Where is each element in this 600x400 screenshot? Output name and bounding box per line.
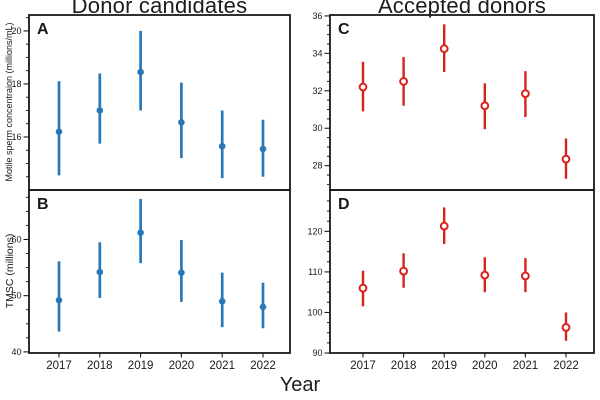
x-tick-label: 2022 bbox=[250, 360, 276, 372]
data-point bbox=[259, 145, 267, 153]
panel-letter-A: A bbox=[37, 21, 49, 38]
y-tick-label: 30 bbox=[312, 123, 322, 133]
y-tick-label: 34 bbox=[312, 48, 322, 58]
data-point bbox=[399, 266, 409, 276]
data-point bbox=[259, 303, 267, 311]
column-title-donor-candidates: Donor candidates bbox=[71, 0, 248, 18]
data-point bbox=[178, 269, 185, 276]
y-axis-label-tmsc: TMSC (millions) bbox=[4, 233, 16, 309]
y-tick-label: 100 bbox=[307, 307, 322, 317]
data-point bbox=[439, 221, 449, 231]
x-tick-label: 2021 bbox=[209, 360, 235, 372]
x-tick-label: 2022 bbox=[553, 360, 579, 372]
data-point bbox=[137, 68, 144, 76]
y-tick-label: 90 bbox=[312, 348, 322, 358]
y-tick-label: 28 bbox=[312, 161, 322, 171]
y-tick-label: 40 bbox=[11, 347, 21, 357]
x-tick-label: 2018 bbox=[391, 360, 417, 372]
data-point bbox=[439, 44, 449, 54]
y-tick-label: 18 bbox=[11, 79, 21, 89]
y-tick-label: 60 bbox=[11, 234, 21, 244]
y-tick-label: 50 bbox=[11, 291, 21, 301]
data-point bbox=[178, 119, 185, 126]
x-tick-label: 2019 bbox=[128, 360, 154, 372]
x-tick-label: 2020 bbox=[472, 360, 498, 372]
data-point bbox=[561, 154, 571, 164]
column-title-accepted-donors: Accepted donors bbox=[377, 0, 547, 18]
x-axis-label-year: Year bbox=[279, 374, 321, 396]
x-tick-label: 2020 bbox=[169, 360, 195, 372]
x-tick-label: 2019 bbox=[431, 360, 457, 372]
data-point bbox=[521, 271, 530, 281]
y-tick-label: 120 bbox=[307, 226, 322, 236]
data-point bbox=[218, 142, 226, 150]
y-tick-label: 36 bbox=[312, 11, 322, 21]
y-tick-label: 16 bbox=[11, 132, 21, 142]
panel-frame-C bbox=[329, 14, 595, 191]
data-point bbox=[480, 101, 490, 111]
panel-frame-B bbox=[28, 189, 291, 354]
data-point bbox=[96, 268, 104, 276]
data-point bbox=[561, 323, 571, 332]
x-tick-label: 2021 bbox=[513, 360, 539, 372]
y-tick-label: 32 bbox=[312, 86, 322, 96]
x-tick-label: 2018 bbox=[87, 360, 113, 372]
y-tick-label: 110 bbox=[308, 267, 322, 277]
data-point bbox=[55, 128, 63, 135]
panel-letter-D: D bbox=[338, 196, 350, 213]
panel-letter-C: C bbox=[338, 21, 350, 38]
y-tick-label: 20 bbox=[11, 26, 21, 36]
x-tick-label: 2017 bbox=[350, 360, 376, 372]
data-point bbox=[358, 283, 368, 293]
panel-letter-B: B bbox=[37, 196, 49, 213]
data-point bbox=[399, 77, 409, 86]
panel-frame-A bbox=[28, 14, 291, 191]
data-point bbox=[218, 297, 226, 305]
data-point bbox=[96, 107, 104, 114]
panel-frame-D bbox=[329, 189, 595, 354]
y-axis-label-motile-sperm-concentration: Motile sperm concentraion (millions/mL) bbox=[4, 22, 14, 182]
data-point bbox=[55, 296, 63, 304]
data-point bbox=[358, 82, 368, 92]
data-point bbox=[480, 270, 490, 280]
data-point bbox=[521, 89, 530, 99]
data-point bbox=[137, 229, 144, 237]
x-tick-label: 2017 bbox=[46, 360, 72, 372]
